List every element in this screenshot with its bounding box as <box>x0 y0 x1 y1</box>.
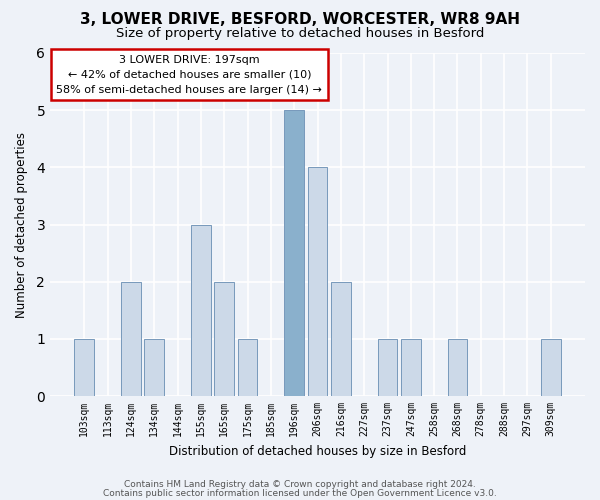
Bar <box>331 282 351 396</box>
Bar <box>448 339 467 396</box>
Bar <box>214 282 234 396</box>
Bar <box>121 282 141 396</box>
Bar <box>145 339 164 396</box>
Bar <box>401 339 421 396</box>
Text: Contains HM Land Registry data © Crown copyright and database right 2024.: Contains HM Land Registry data © Crown c… <box>124 480 476 489</box>
Bar <box>74 339 94 396</box>
Text: 3 LOWER DRIVE: 197sqm
← 42% of detached houses are smaller (10)
58% of semi-deta: 3 LOWER DRIVE: 197sqm ← 42% of detached … <box>56 55 322 94</box>
Bar <box>541 339 560 396</box>
Text: 3, LOWER DRIVE, BESFORD, WORCESTER, WR8 9AH: 3, LOWER DRIVE, BESFORD, WORCESTER, WR8 … <box>80 12 520 28</box>
X-axis label: Distribution of detached houses by size in Besford: Distribution of detached houses by size … <box>169 444 466 458</box>
Bar <box>191 224 211 396</box>
Y-axis label: Number of detached properties: Number of detached properties <box>15 132 28 318</box>
Bar <box>284 110 304 396</box>
Text: Contains public sector information licensed under the Open Government Licence v3: Contains public sector information licen… <box>103 489 497 498</box>
Bar <box>377 339 397 396</box>
Bar <box>238 339 257 396</box>
Bar <box>308 168 328 396</box>
Text: Size of property relative to detached houses in Besford: Size of property relative to detached ho… <box>116 28 484 40</box>
